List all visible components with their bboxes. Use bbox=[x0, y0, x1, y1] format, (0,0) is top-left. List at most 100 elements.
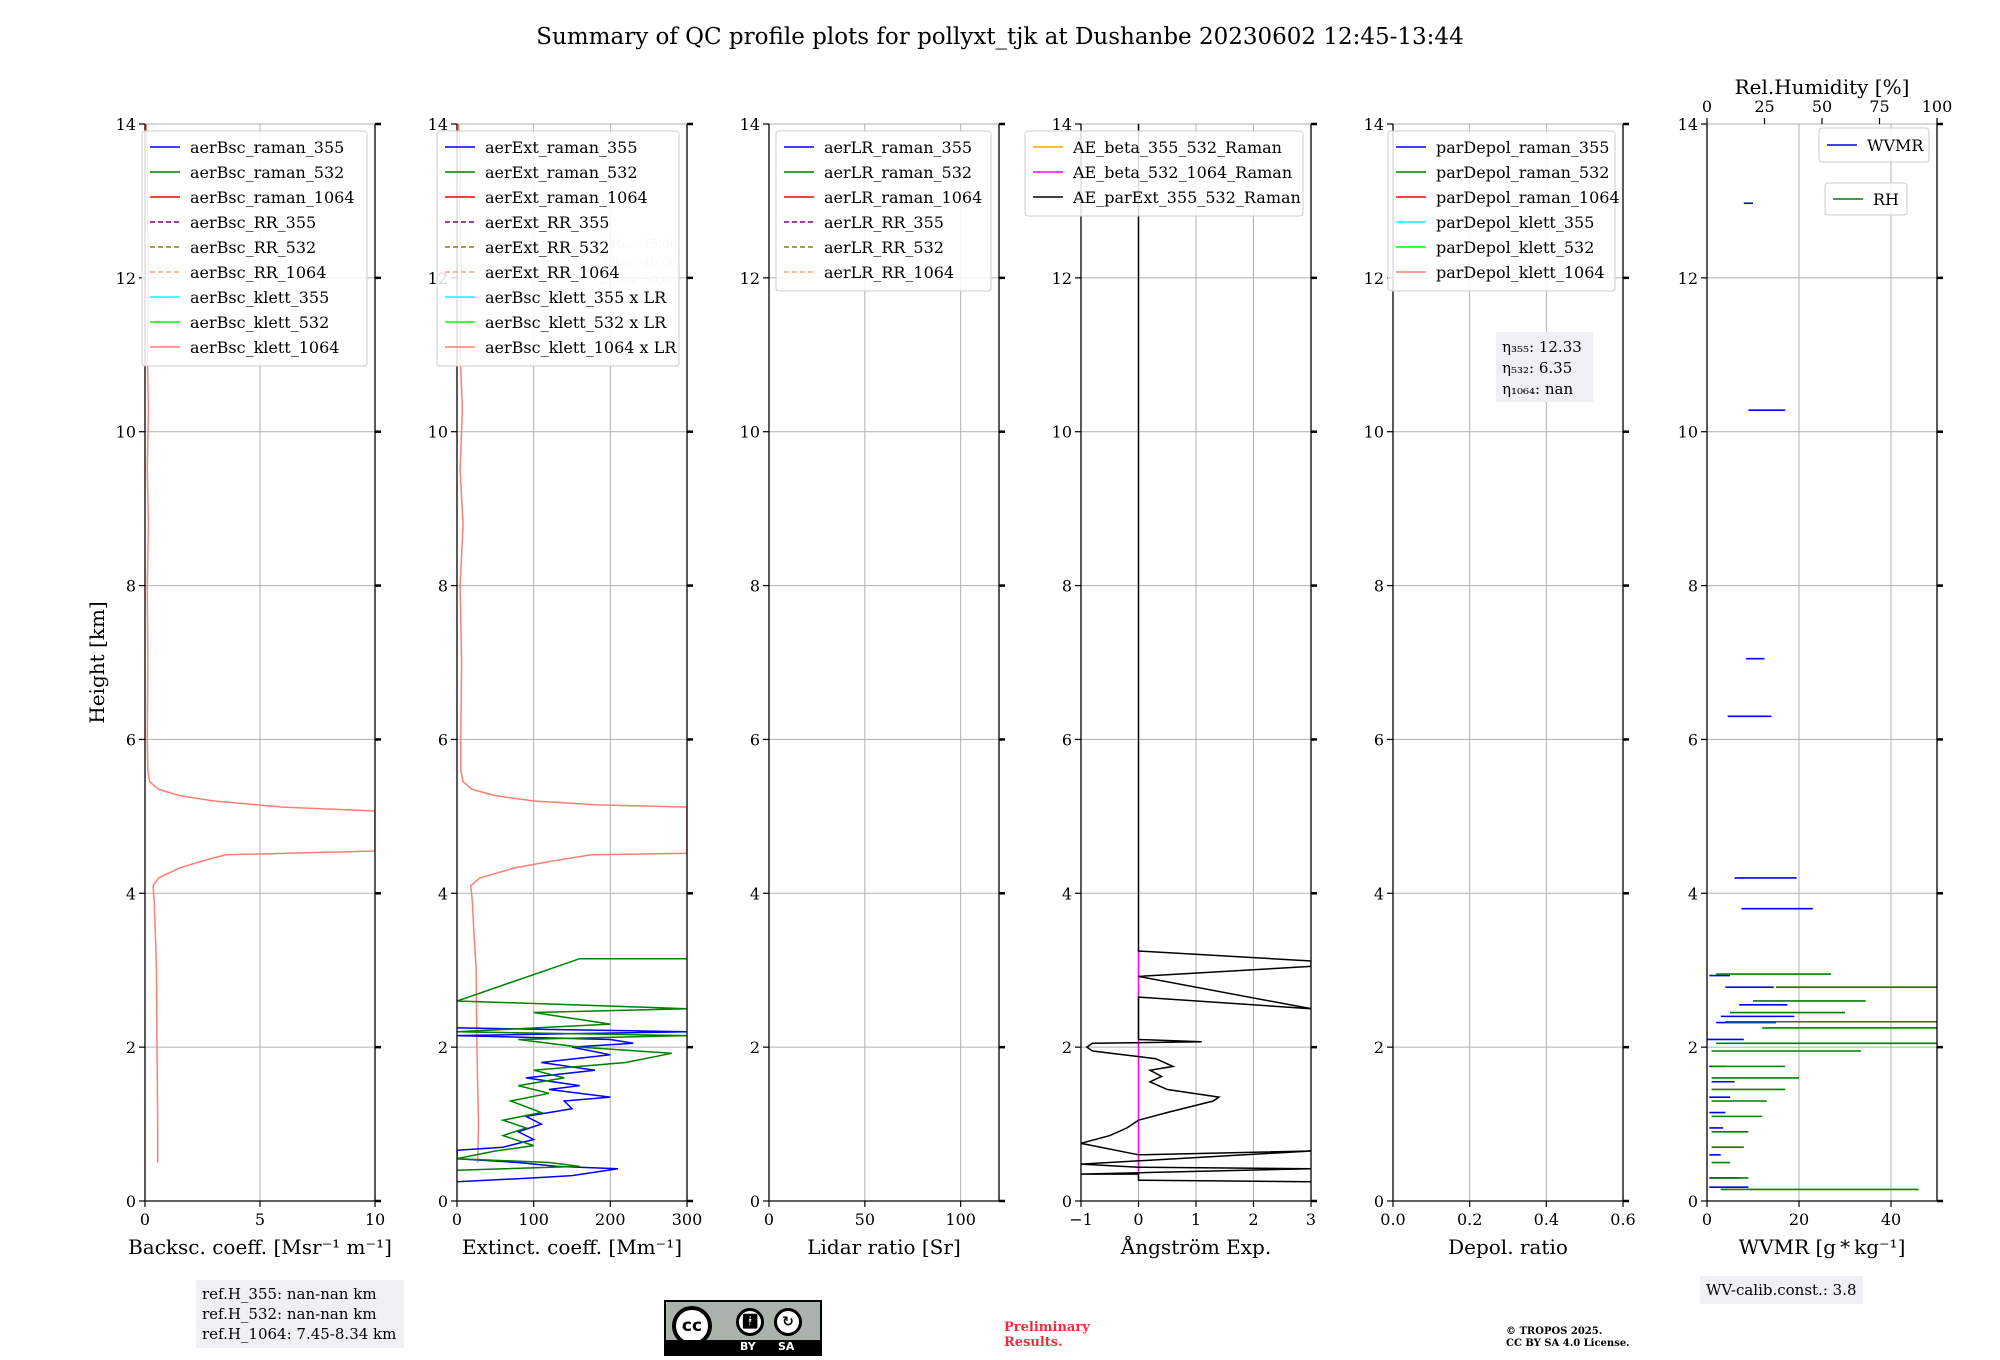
eta-box: η₃₅₅: 12.33 η₅₃₂: 6.35 η₁₀₆₄: nan bbox=[1496, 332, 1593, 402]
top-x-axis-label: Rel.Humidity [%] bbox=[1735, 75, 1910, 99]
badge-bar bbox=[666, 1340, 820, 1354]
series-group bbox=[145, 124, 375, 1163]
legend-label: parDepol_raman_1064 bbox=[1436, 188, 1620, 207]
series-aerExt_raman_355 bbox=[457, 1027, 687, 1183]
ref-height-1064: ref.H_1064: 7.45-8.34 km bbox=[202, 1325, 397, 1343]
y-tick-label: 8 bbox=[1062, 577, 1072, 596]
legend-wvmr: WVMR bbox=[1818, 127, 1930, 163]
legend-label: aerBsc_klett_532 bbox=[190, 313, 329, 332]
x-tick-label: 0 bbox=[1702, 1210, 1712, 1229]
legend-label: aerBsc_klett_355 bbox=[190, 288, 329, 307]
y-tick-label: 4 bbox=[126, 884, 136, 903]
series-group bbox=[1081, 124, 1311, 1183]
panel-bsc: 0 2 4 6 8 10 12 14 0 5 10 Backsc. coeff. [Msr⁻¹ m⁻¹… bbox=[85, 115, 392, 1259]
top-x-tick-label: 0 bbox=[1702, 97, 1712, 116]
y-tick-label: 4 bbox=[438, 884, 448, 903]
y-tick-label: 2 bbox=[1374, 1038, 1384, 1057]
y-tick-label: 14 bbox=[116, 115, 136, 134]
y-tick-label: 0 bbox=[1374, 1192, 1384, 1211]
legend-label: aerBsc_klett_532 x LR bbox=[485, 313, 667, 332]
legend-label: WVMR bbox=[1867, 136, 1924, 155]
cc-by-sa-badge: cc 🚹︎ ↻ BY SA bbox=[664, 1300, 822, 1356]
x-tick-label: 40 bbox=[1881, 1210, 1901, 1229]
legend-label: aerBsc_raman_532 bbox=[190, 163, 344, 182]
eta-box-bg bbox=[1496, 332, 1593, 402]
y-tick-label: 10 bbox=[1678, 423, 1698, 442]
legend-label: parDepol_klett_1064 bbox=[1436, 263, 1605, 282]
copyright-line-2: CC BY SA 4.0 License. bbox=[1506, 1338, 1630, 1349]
x-tick-label: 100 bbox=[518, 1210, 549, 1229]
legend-label: parDepol_klett_355 bbox=[1436, 213, 1594, 232]
x-tick-label: 0.4 bbox=[1534, 1210, 1559, 1229]
y-tick-label: 0 bbox=[126, 1192, 136, 1211]
y-tick-label: 14 bbox=[1364, 115, 1384, 134]
ref-height-355: ref.H_355: nan-nan km bbox=[202, 1285, 377, 1303]
y-tick-label: 14 bbox=[1052, 115, 1072, 134]
preliminary-line-2: Results. bbox=[1004, 1335, 1063, 1350]
legend-label: AE_parExt_355_532_Raman bbox=[1072, 188, 1301, 207]
panel-depol: 0 2 4 6 8 10 12 14 0.0 0.2 0.4 0.6 Depol. ratio parDe… bbox=[1364, 115, 1636, 1259]
x-tick-label: 200 bbox=[595, 1210, 626, 1229]
y-tick-label: 12 bbox=[1678, 269, 1698, 288]
x-tick-label: 0.0 bbox=[1380, 1210, 1405, 1229]
legend-label: parDepol_raman_355 bbox=[1436, 138, 1609, 157]
legend: aerBsc_raman_355 aerBsc_raman_532 aerBsc_r… bbox=[141, 130, 368, 367]
x-axis-label: Ångström Exp. bbox=[1120, 1234, 1271, 1259]
top-x-tick-label: 25 bbox=[1754, 97, 1774, 116]
legend-label: aerBsc_RR_355 bbox=[190, 213, 316, 232]
y-tick-label: 10 bbox=[116, 423, 136, 442]
sa-share-icon: ↻ bbox=[774, 1308, 802, 1336]
legend-label: parDepol_klett_532 bbox=[1436, 238, 1594, 257]
y-tick-label: 0 bbox=[1688, 1192, 1698, 1211]
wv-calib-box: WV-calib.const.: 3.8 bbox=[1700, 1276, 1863, 1304]
copyright-note: © TROPOS 2025. CC BY SA 4.0 License. bbox=[1506, 1326, 1630, 1350]
x-tick-label: 300 bbox=[672, 1210, 703, 1229]
y-tick-label: 10 bbox=[428, 423, 448, 442]
y-tick-label: 6 bbox=[1374, 730, 1384, 749]
panel-lr: 0 2 4 6 8 10 12 14 0 50 100 Lidar ratio [Sr] aerLR_r… bbox=[740, 115, 1005, 1259]
x-tick-label: 2 bbox=[1248, 1210, 1258, 1229]
ref-height-532: ref.H_532: nan-nan km bbox=[202, 1305, 377, 1323]
top-x-tick-label: 75 bbox=[1869, 97, 1889, 116]
legend: AE_beta_355_532_Raman AE_beta_532_1064_Ra… bbox=[1024, 130, 1304, 217]
legend-label: aerExt_raman_355 bbox=[485, 138, 638, 157]
legend-label: parDepol_raman_532 bbox=[1436, 163, 1609, 182]
legend: aerLR_raman_355 aerLR_raman_532 aerLR_rama… bbox=[775, 130, 992, 292]
legend-frame bbox=[1387, 130, 1616, 292]
y-axis-label: Height [km] bbox=[85, 601, 109, 723]
y-tick-label: 10 bbox=[740, 423, 760, 442]
legend-label: aerExt_RR_355 bbox=[485, 213, 609, 232]
x-axis-label: Backsc. coeff. [Msr⁻¹ m⁻¹] bbox=[128, 1235, 392, 1259]
x-axis-label: Depol. ratio bbox=[1448, 1235, 1568, 1259]
legend-rh: RH bbox=[1824, 182, 1908, 216]
y-tick-label: 8 bbox=[438, 577, 448, 596]
legend-label: aerBsc_klett_355 x LR bbox=[485, 288, 667, 307]
y-tick-label: 0 bbox=[1062, 1192, 1072, 1211]
legend-frame bbox=[1024, 130, 1304, 217]
legend-label: aerExt_RR_1064 bbox=[485, 263, 620, 282]
sa-label: SA bbox=[778, 1340, 795, 1353]
legend-label: aerLR_RR_532 bbox=[824, 238, 944, 257]
y-tick-label: 12 bbox=[1052, 269, 1072, 288]
y-tick-label: 8 bbox=[1374, 577, 1384, 596]
y-tick-label: 14 bbox=[1678, 115, 1698, 134]
preliminary-note: Preliminary Results. bbox=[1004, 1320, 1090, 1350]
y-tick-label: 2 bbox=[750, 1038, 760, 1057]
y-tick-label: 2 bbox=[438, 1038, 448, 1057]
legend-label: aerExt_RR_532 bbox=[485, 238, 609, 257]
series-group bbox=[1707, 202, 1937, 1191]
legend-label: aerBsc_RR_1064 bbox=[190, 263, 326, 282]
figure-title: Summary of QC profile plots for pollyxt_… bbox=[536, 24, 1463, 50]
y-tick-label: 4 bbox=[1688, 884, 1698, 903]
y-tick-label: 8 bbox=[1688, 577, 1698, 596]
x-axis-label: Lidar ratio [Sr] bbox=[807, 1235, 961, 1259]
legend-frame bbox=[1818, 127, 1930, 163]
preliminary-line-1: Preliminary bbox=[1004, 1320, 1090, 1335]
series-aerBsc_klett_1064 x LR bbox=[457, 124, 687, 1163]
y-tick-label: 6 bbox=[438, 730, 448, 749]
eta-note: η₃₅₅: 12.33 bbox=[1502, 338, 1582, 356]
y-tick-label: 14 bbox=[428, 115, 448, 134]
y-tick-label: 2 bbox=[126, 1038, 136, 1057]
x-tick-label: 0 bbox=[1133, 1210, 1143, 1229]
